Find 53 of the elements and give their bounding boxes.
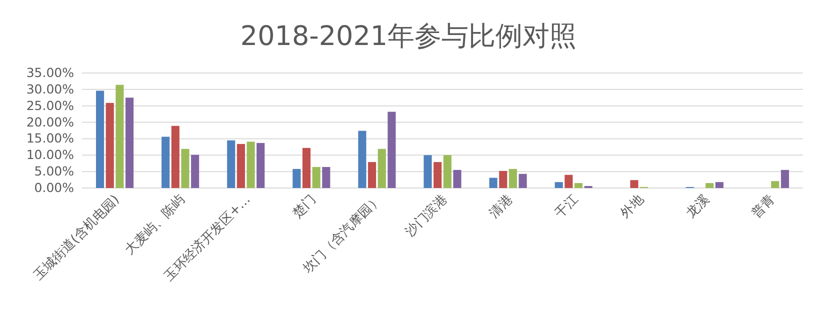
bar	[181, 148, 190, 188]
bar	[106, 102, 114, 188]
x-tick-label: 楚门	[290, 192, 320, 222]
bar	[227, 140, 236, 188]
bar	[715, 182, 724, 188]
x-tick-label: 干江	[552, 192, 582, 222]
x-tick-label: 龙溪	[684, 192, 713, 222]
bar	[771, 181, 780, 188]
y-tick-label: 15.00%	[26, 130, 74, 146]
y-tick-label: 35.00%	[26, 65, 74, 80]
bar	[453, 170, 462, 188]
bar	[424, 155, 432, 188]
bar	[246, 142, 255, 188]
bar	[322, 166, 330, 188]
bar	[358, 130, 366, 188]
title: 2018-2021年参与比例对照	[240, 21, 577, 52]
bar	[388, 112, 396, 188]
bar	[443, 155, 452, 188]
bar	[292, 168, 301, 188]
bar	[162, 136, 170, 188]
bar	[312, 166, 320, 188]
bar	[116, 84, 124, 188]
bar	[574, 183, 583, 188]
bar	[96, 90, 104, 188]
x-tick-label: 清港	[486, 192, 516, 222]
y-tick-label: 10.00%	[26, 147, 74, 162]
bar	[302, 148, 311, 188]
bar	[489, 178, 498, 188]
bar	[378, 148, 386, 188]
bar	[518, 174, 527, 188]
bar	[508, 168, 517, 188]
y-tick-label: 20.00%	[26, 114, 74, 130]
x-tick-label: 普青	[748, 192, 778, 222]
x-tick-label: 玉城街道(含机电园)	[31, 192, 123, 284]
bar	[499, 170, 508, 188]
y-tick-label: 0.00%	[34, 180, 74, 195]
bar	[256, 142, 265, 188]
x-tick-label: 外地	[618, 192, 647, 222]
bar	[554, 182, 563, 188]
bar	[368, 162, 376, 188]
bar	[434, 162, 442, 188]
y-tick-label: 5.00%	[34, 164, 74, 179]
bar	[564, 174, 573, 188]
bar	[171, 126, 180, 188]
bar	[780, 170, 790, 188]
y-tick-label: 30.00%	[26, 81, 74, 96]
y-tick-label: 25.00%	[26, 98, 74, 113]
bar	[191, 154, 200, 188]
bar	[706, 183, 714, 188]
x-tick-label: 沙门滨港	[402, 192, 450, 240]
bar	[125, 98, 134, 188]
bar	[630, 180, 638, 188]
bar	[236, 144, 245, 188]
